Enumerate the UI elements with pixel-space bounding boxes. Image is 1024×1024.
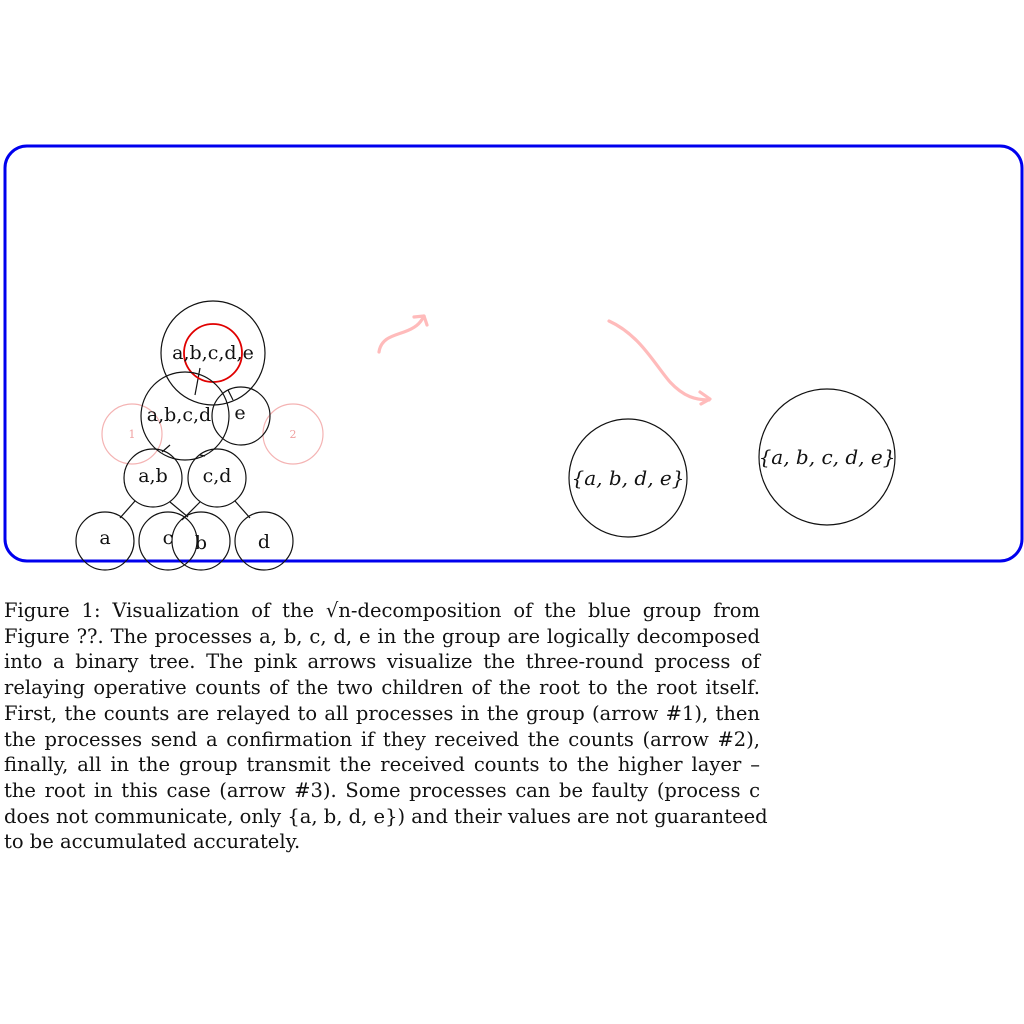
caption-line: to be accumulated accurately. [4,830,301,854]
edge-ab-b [169,501,189,518]
faint-circle-1 [101,403,163,465]
caption-line: Figure ??. The processes a, b, c, d, e i… [4,624,760,648]
caption-line: finally, all in the group transmit the r… [4,753,760,777]
leaf-a-label: a [99,527,110,549]
node-cd-label: c,d [203,465,232,487]
faint-circle-2-label: 2 [290,428,297,441]
set-after-faults-circle [568,418,688,538]
arrow-2-head [698,390,712,406]
node-ab-label: a,b [138,465,168,487]
set-after-faults-label: {a, b, d, e} [572,466,685,490]
node-abcd-label: a,b,c,d [147,404,211,426]
node-e-label: e [234,402,245,424]
caption-line: Figure 1: Visualization of the √n-decomp… [4,599,760,622]
caption-line: does not communicate, only {a, b, d, e})… [4,804,768,828]
faint-circle-1-label: 1 [129,428,136,441]
node-abcd [140,371,230,461]
set-full-group-label: {a, b, c, d, e} [759,445,896,469]
arrow-2 [607,319,711,402]
edge-cd-d [234,500,251,519]
blue-group-box [3,144,1024,563]
leaf-c [138,511,198,571]
node-e [211,386,271,446]
group-diagram: 1 2 a,b,c,d,e a,b,c,d e a,b c,d a c b d … [3,144,1024,571]
arrow-1 [377,314,426,354]
caption-line: relaying operative counts of the two chi… [4,676,760,700]
edge-root-abcd [194,367,201,396]
root-node-label: a,b,c,d,e [172,342,254,364]
leaf-a [75,511,135,571]
caption-line: into a binary tree. The pink arrows visu… [4,650,760,674]
arrow-1-head [412,314,429,327]
caption-line: First, the counts are relayed to all pro… [4,701,760,725]
leaf-d [234,511,294,571]
set-full-group-circle [758,388,896,526]
node-ab [123,448,183,508]
root-node [160,300,266,406]
tree-edges [119,367,251,521]
pink-arrows [377,314,712,406]
edge-ab-a [119,500,136,519]
node-cd [187,448,247,508]
leaf-b [171,511,231,571]
figure-caption: Figure 1: Visualization of the √n-decomp… [4,598,768,855]
edge-root-e [227,389,234,401]
leaf-b-label: b [195,532,207,554]
caption-line: the processes send a confirmation if the… [4,727,760,751]
leaf-c-label: c [163,527,174,549]
leaf-d-label: d [258,531,270,553]
caption-line: the root in this case (arrow #3). Some p… [4,778,760,802]
